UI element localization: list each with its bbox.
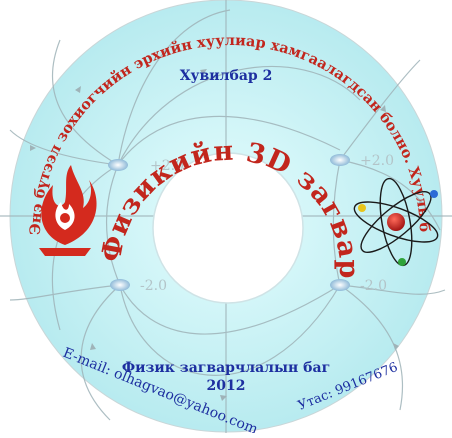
- charge-bottom-left: [110, 279, 130, 291]
- charge-top-left: [108, 159, 128, 171]
- year-label: 2012: [207, 378, 246, 394]
- center-hole: [152, 152, 304, 304]
- version-label: Хувилбар 2: [180, 68, 273, 84]
- field-label: +2.0: [360, 153, 394, 169]
- field-label: +2.0: [150, 158, 184, 174]
- flame-emblem-icon: [39, 165, 97, 256]
- charge-top-right: [330, 154, 350, 166]
- field-arrows: [30, 69, 424, 401]
- charge-bottom-right: [330, 279, 350, 291]
- team-name: Физик загварчлалын баг: [122, 360, 330, 376]
- atom-icon: [353, 177, 439, 267]
- field-label: -2.0: [360, 278, 387, 294]
- field-label: -2.0: [140, 278, 167, 294]
